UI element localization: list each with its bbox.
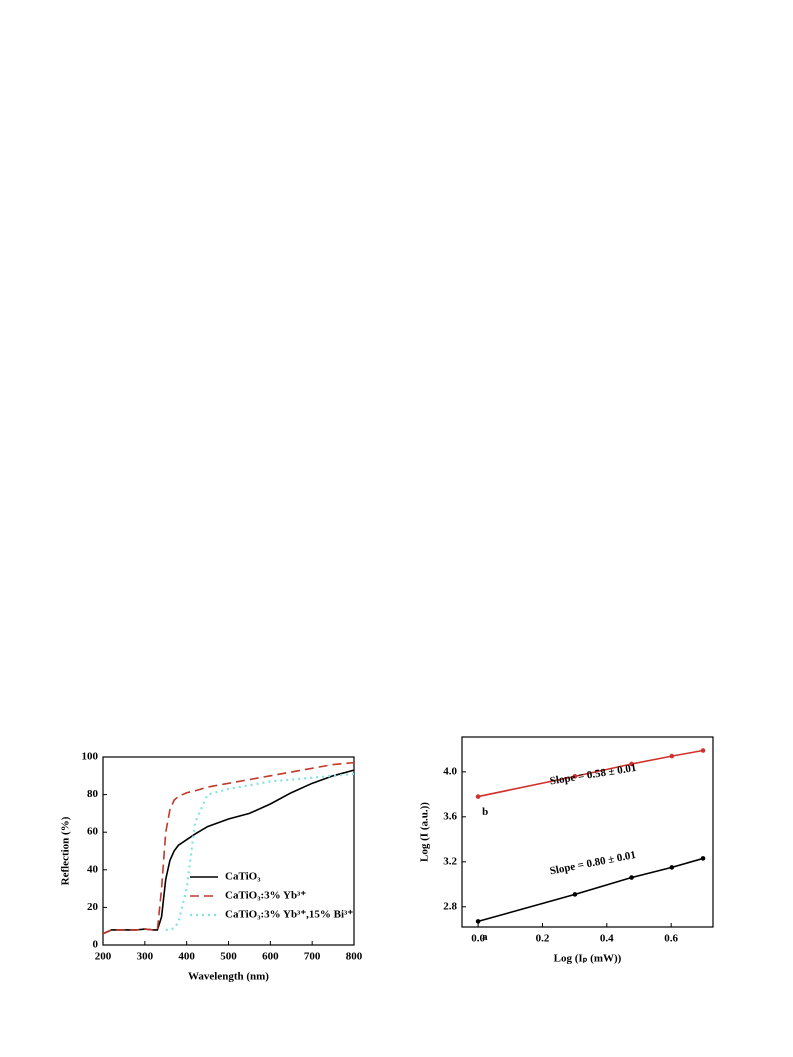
y-tick-label: 0 <box>93 939 99 951</box>
y-tick-label: 3.6 <box>443 810 457 822</box>
legend-label: CaTiO₃:3% Yb³⁺,15% Bi³⁺ <box>225 909 353 921</box>
x-tick-label: 400 <box>178 951 195 963</box>
series-line <box>102 761 355 935</box>
y-tick-label: 40 <box>87 863 99 875</box>
y-tick-label: 2.8 <box>443 900 457 912</box>
y-tick-label: 4.0 <box>443 765 457 777</box>
plot-frame <box>461 736 714 928</box>
series-label: b <box>482 806 488 818</box>
point <box>572 892 578 897</box>
x-tick-label: 200 <box>95 951 112 963</box>
y-axis-label: Reflection (%) <box>60 816 72 885</box>
annotation: Slope = 0.58 ± 0.01 <box>549 762 637 788</box>
x-tick-label: 0.0 <box>471 933 485 945</box>
series-line <box>165 772 355 932</box>
y-tick-label: 60 <box>87 826 99 838</box>
y-tick-label: 80 <box>87 788 99 800</box>
point <box>629 875 634 880</box>
x-tick-label: 0.2 <box>536 933 550 945</box>
x-tick-label: 0.4 <box>600 933 614 945</box>
point <box>700 748 706 753</box>
x-axis-label: Log (Iₚ (mW)) <box>554 953 622 965</box>
point <box>572 774 578 779</box>
y-tick-label: 100 <box>82 751 99 763</box>
x-tick-label: 300 <box>137 951 154 963</box>
point <box>700 856 706 861</box>
point <box>475 919 481 924</box>
x-tick-label: 800 <box>346 951 363 963</box>
legend-label: CaTiO₃:3% Yb³⁺ <box>225 890 306 902</box>
x-tick-label: 500 <box>220 951 237 963</box>
y-axis-label: Log (I (a.u.)) <box>419 802 431 862</box>
x-axis-label: Wavelength (nm) <box>188 971 269 983</box>
y-tick-label: 20 <box>87 901 99 913</box>
annotation: Slope = 0.80 ± 0.01 <box>549 849 637 877</box>
point <box>629 761 634 767</box>
x-tick-label: 700 <box>304 951 321 963</box>
point <box>669 753 675 759</box>
series-line <box>102 769 355 935</box>
y-tick-label: 3.2 <box>443 855 457 867</box>
point <box>475 794 481 799</box>
legend-label: CaTiO₃ <box>225 871 261 883</box>
series-label: a <box>482 931 488 943</box>
x-tick-label: 600 <box>262 951 279 963</box>
x-tick-label: 0.6 <box>664 933 678 945</box>
point <box>669 865 675 870</box>
